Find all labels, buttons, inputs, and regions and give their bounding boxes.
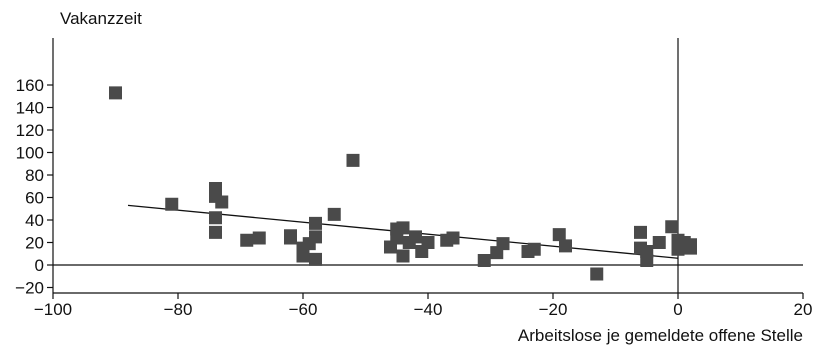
data-point <box>309 252 322 266</box>
data-point <box>109 86 122 100</box>
y-tick-label: 80 <box>25 166 44 185</box>
data-point <box>640 245 654 258</box>
y-tick-label: 60 <box>25 189 44 208</box>
x-tick-label: −40 <box>414 300 443 319</box>
x-tick-label: −100 <box>34 300 72 319</box>
data-point <box>684 238 697 252</box>
x-tick-label: −60 <box>289 300 318 319</box>
y-tick-label: 40 <box>25 211 44 230</box>
data-point <box>390 231 404 245</box>
data-point <box>284 231 297 245</box>
x-tick-label: −80 <box>164 300 193 319</box>
data-point <box>215 195 229 209</box>
x-axis-title: Arbeitslose je gemeldete offene Stelle <box>518 326 803 345</box>
data-point <box>309 230 322 244</box>
data-point <box>209 211 222 225</box>
x-tick-label: 0 <box>673 300 682 319</box>
data-point <box>446 231 460 245</box>
y-tick-label: 20 <box>25 234 44 253</box>
data-point <box>527 242 541 256</box>
data-point <box>559 239 572 253</box>
x-tick-label: 20 <box>794 300 813 319</box>
y-tick-label: 160 <box>16 76 44 95</box>
data-point <box>209 225 222 239</box>
data-point <box>396 221 410 235</box>
data-point <box>240 233 254 247</box>
data-point <box>346 153 360 167</box>
data-point <box>665 220 679 234</box>
data-point <box>296 249 310 263</box>
data-point <box>590 267 604 281</box>
y-tick-label: 120 <box>16 121 44 140</box>
data-point <box>327 207 341 221</box>
x-tick-label: −20 <box>539 300 568 319</box>
data-point <box>496 237 510 251</box>
points-layer <box>109 86 697 281</box>
y-tick-label: 100 <box>16 144 44 163</box>
data-point <box>165 197 179 211</box>
data-point <box>652 236 666 249</box>
y-tick-label: 140 <box>16 99 44 118</box>
y-tick-label: 0 <box>35 256 44 275</box>
labels-layer: Vakanzzeit Arbeitslose je gemeldete offe… <box>60 9 803 345</box>
data-point <box>421 236 435 249</box>
data-point <box>552 228 566 242</box>
axes-layer: −20 0 20 40 60 80 100 120 140 160 −100 −80 −60 −40 −20… <box>15 38 812 319</box>
y-tick-label: −20 <box>15 279 44 298</box>
data-point <box>396 249 410 263</box>
data-point <box>252 231 266 245</box>
y-axis-title: Vakanzzeit <box>60 9 142 28</box>
data-point <box>634 225 647 239</box>
data-point <box>409 230 422 244</box>
data-point <box>477 254 491 267</box>
data-point <box>309 216 322 230</box>
